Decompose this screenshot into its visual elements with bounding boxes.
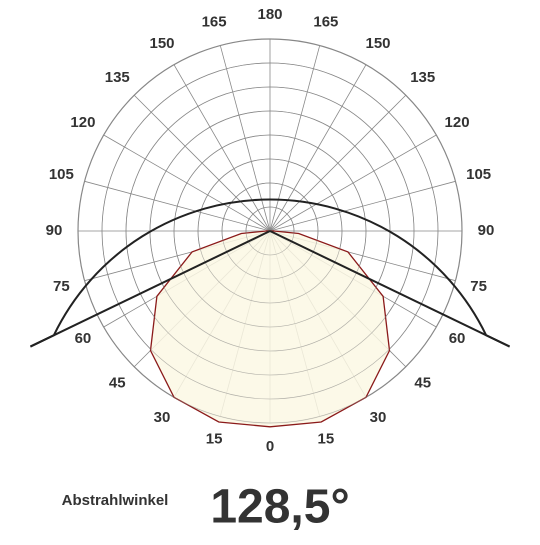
angle-label: 0: [266, 438, 274, 455]
angle-label: 30: [370, 409, 387, 426]
grid-ring-overlay: [125, 86, 415, 376]
angle-label: 165: [313, 13, 338, 30]
angle-label: 120: [70, 114, 95, 131]
angle-label: 75: [470, 278, 487, 295]
grid-ring-overlay: [101, 62, 439, 400]
angle-label: 90: [46, 222, 63, 239]
beam-line: [29, 230, 271, 348]
angle-label: 150: [149, 35, 174, 52]
angle-label: 150: [365, 35, 390, 52]
angle-label: 75: [53, 278, 70, 295]
grid-ring-overlay: [173, 134, 367, 328]
angle-label: 135: [105, 69, 130, 86]
beam-line: [269, 230, 511, 348]
beam-label: Abstrahlwinkel: [62, 492, 169, 509]
angle-label: 135: [410, 69, 435, 86]
angle-label: 90: [478, 222, 495, 239]
angle-label: 60: [449, 330, 466, 347]
angle-label: 180: [257, 6, 282, 23]
angle-label: 15: [318, 431, 335, 448]
angle-label: 120: [445, 114, 470, 131]
grid-ring-overlay: [77, 38, 463, 424]
angle-label: 105: [49, 166, 74, 183]
angle-label: 15: [206, 431, 223, 448]
angle-label: 45: [109, 375, 126, 392]
intensity-curve: [149, 230, 391, 428]
grid-ring-overlay: [197, 158, 343, 304]
angle-label: 165: [202, 13, 227, 30]
grid-ring-overlay: [245, 206, 295, 256]
beam-arc: [29, 198, 511, 348]
angle-label: 30: [154, 409, 171, 426]
beam-angle: 128,5°: [210, 481, 349, 534]
grid-ring-overlay: [221, 182, 319, 280]
angle-label: 45: [414, 375, 431, 392]
angle-label: 105: [466, 166, 491, 183]
angle-label: 60: [75, 330, 92, 347]
